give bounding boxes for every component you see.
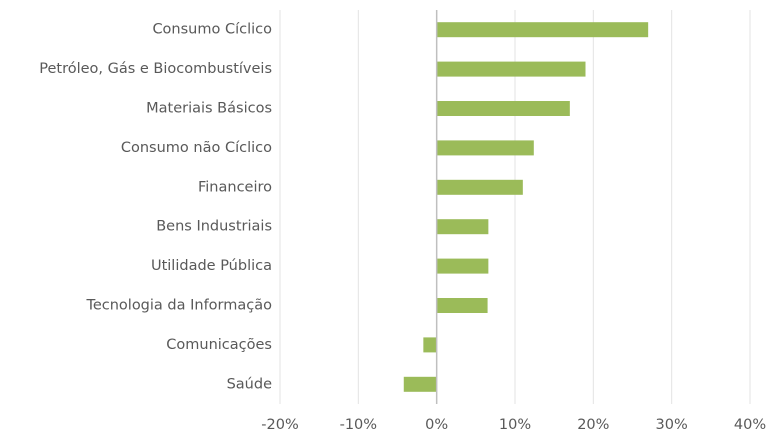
y-tick-label: Consumo Cíclico [152,22,272,38]
bar [436,219,489,235]
bar [436,140,534,156]
x-tick-label: 40% [734,417,766,432]
bar [436,298,488,313]
bar [436,258,489,274]
bar [403,376,437,392]
x-tick-label: 10% [499,417,531,432]
y-tick-label: Materiais Básicos [146,101,272,117]
y-tick-label: Consumo não Cíclico [121,140,272,156]
bar [436,22,649,38]
bar [423,337,437,353]
bar [436,61,586,77]
x-tick-label: 30% [656,417,688,432]
y-tick-label: Financeiro [198,179,272,195]
y-tick-label: Utilidade Pública [151,258,272,274]
y-tick-label: Bens Industriais [156,219,272,235]
x-tick-label: -10% [340,417,377,432]
x-tick-label: 20% [577,417,609,432]
bar [436,101,570,116]
bar [436,179,523,195]
x-tick-label: -20% [261,417,298,432]
y-tick-label: Saúde [227,376,272,392]
y-tick-label: Comunicações [166,337,272,353]
y-tick-label: Petróleo, Gás e Biocombustíveis [39,61,272,77]
y-tick-label: Tecnologia da Informação [85,298,272,314]
x-tick-label: 0% [425,417,448,432]
